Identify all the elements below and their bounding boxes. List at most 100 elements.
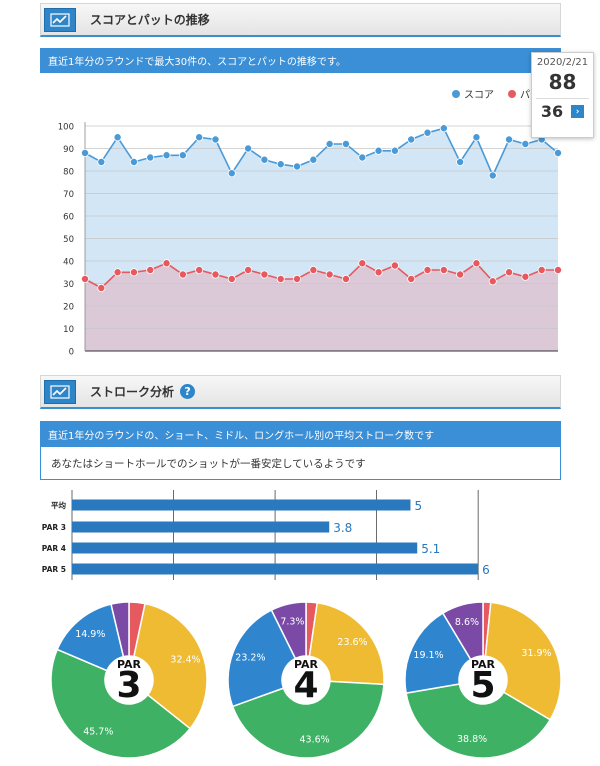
y-tick-label: 80 [63,168,74,178]
stroke-message-box: あなたはショートホールでのショットが一番安定しているようです [40,447,561,480]
tooltip-score: 88 [548,70,577,94]
bar-category-label: PAR 3 [42,523,66,532]
score-putt-line-chart: 0102030405060708090100スコアパット [58,89,563,358]
y-tick-label: 70 [63,190,74,200]
y-tick-label: 100 [58,123,74,133]
section-title-stroke-analysis: ストローク分析 [90,385,175,399]
stroke-info-bar: 直近1年分のラウンドの、ショート、ミドル、ロングホール別の平均ストローク数です [40,421,561,447]
score-point [97,158,106,167]
putt-point [488,277,497,286]
donut-center-par-number: 5 [470,665,496,706]
y-tick-label: 10 [63,325,74,335]
score-point [554,149,563,158]
score-point [341,140,350,149]
putt-point [97,283,106,292]
putt-point [178,270,187,279]
donut-percent-label: 23.2% [235,653,265,664]
donut-center-par-number: 4 [293,665,319,706]
donut-hole [459,656,507,704]
bar-value-label: 5 [414,499,422,513]
donut-percent-label: 45.7% [83,727,113,738]
bar [72,563,479,575]
putt-point [554,265,563,274]
score-point [276,160,285,169]
bar-category-label: 平均 [51,500,66,510]
putt-point [407,274,416,283]
score-point [390,146,399,155]
tooltip-putt: 36 [540,102,564,121]
stroke-message: あなたはショートホールでのショットが一番安定しているようです [51,457,366,470]
y-tick-label: 20 [63,303,74,313]
score-point [407,135,416,144]
putt-point [162,259,171,268]
donut-percent-label: 31.9% [521,648,551,659]
score-point [211,135,220,144]
putt-point [505,268,514,277]
score-point [293,162,302,171]
donut-center-par-label: PAR [470,658,496,671]
score-point [439,124,448,133]
putt-point [390,261,399,270]
bar [72,542,418,554]
section-title-score-putt: スコアとパットの推移 [90,13,210,27]
bar-value-label: 5.1 [421,542,440,556]
score-point [309,155,318,164]
tooltip-date: 2020/2/21 [536,57,589,68]
putt-point [113,268,122,277]
putt-point [439,265,448,274]
legend-putt-marker [508,90,516,98]
donut-percent-label: 38.8% [457,734,487,745]
y-tick-label: 60 [63,213,74,223]
stroke-description: 直近1年分のラウンドの、ショート、ミドル、ロングホール別の平均ストローク数です [48,430,435,442]
score-point [178,151,187,160]
putt-point [374,268,383,277]
putt-point [227,274,236,283]
score-point [129,158,138,167]
chart-trend-icon [44,379,76,404]
donut-percent-label: 23.6% [337,637,367,648]
score-putt-section-header: スコアとパットの推移 [40,3,561,37]
score-point [488,171,497,180]
putt-point [81,274,90,283]
putt-point [260,270,269,279]
y-tick-label: 40 [63,258,74,268]
putt-point [521,272,530,281]
help-icon[interactable]: ? [180,384,196,399]
score-putt-info-bar: 直近1年分のラウンドで最大30件の、スコアとパットの推移です。 [40,48,561,73]
putt-point [537,265,546,274]
bar-category-label: PAR 4 [42,544,66,553]
putt-point [293,274,302,283]
putt-point [211,270,220,279]
score-point [162,151,171,160]
donut-center-par-label: PAR [293,658,319,671]
putt-area [85,263,558,351]
chart-trend-icon [44,7,76,32]
score-point [195,133,204,142]
putt-point [244,265,253,274]
bar-category-label: PAR 5 [42,565,66,574]
y-tick-label: 30 [63,280,74,290]
donut-center-par-number: 3 [116,665,142,706]
score-point [358,153,367,162]
bar-value-label: 6 [482,563,490,577]
putt-point [423,265,432,274]
average-stroke-bar-chart: 平均 5 PAR 3 3.8 PAR 4 5.1 PAR 5 6 [42,490,490,580]
donut-slice-bogey [50,648,192,759]
score-point [456,158,465,167]
y-tick-label: 0 [69,348,74,358]
score-tooltip: 2020/2/21 88 36 › [531,52,594,138]
putt-point [195,265,204,274]
donut-center-par-label: PAR [116,658,142,671]
score-point [505,135,514,144]
score-point [244,144,253,153]
bar-value-label: 3.8 [333,521,352,535]
stroke-analysis-section-header: ストローク分析 ? [40,375,561,409]
legend-score-marker [452,90,460,98]
tooltip-next-arrow-icon[interactable]: › [571,105,585,118]
score-point [81,149,90,158]
putt-point [325,270,334,279]
score-point [227,169,236,178]
donut-hole [105,656,153,704]
donut-percent-label: 32.4% [170,655,200,666]
putt-point [341,274,350,283]
